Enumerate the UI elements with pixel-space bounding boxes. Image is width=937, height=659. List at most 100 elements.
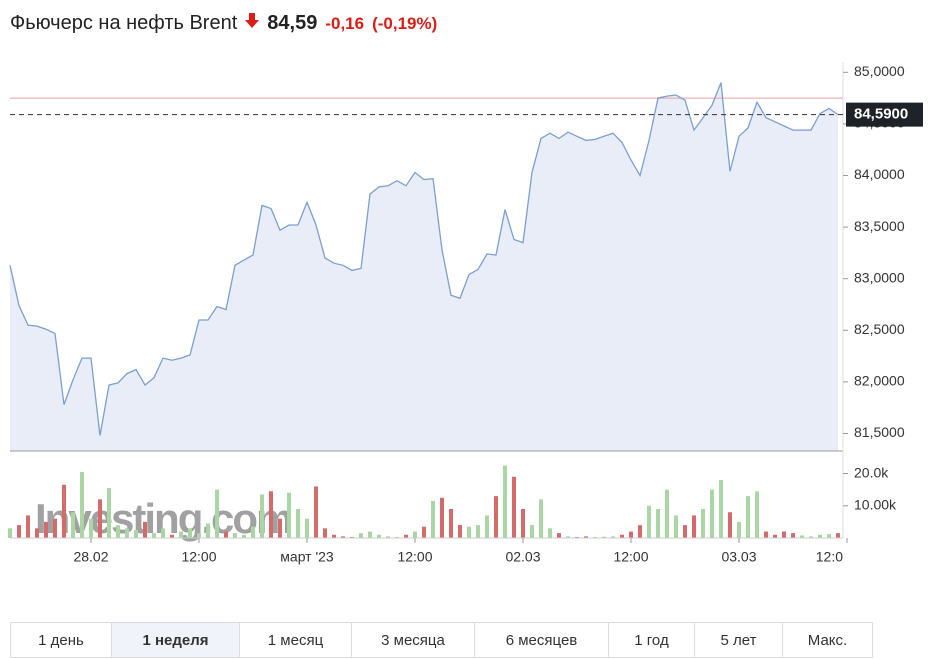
volume-bar [440,497,444,538]
volume-bar [548,528,552,538]
volume-bar [602,536,606,538]
change-percent: (-0,19%) [372,14,438,33]
volume-bar [89,518,93,538]
header: Фьючерс на нефть Brent 84,59 -0,16 (-0,1… [10,12,437,35]
period-button[interactable]: 1 неделя [112,623,240,657]
y-tick-label: 10.00k [854,496,897,512]
period-button[interactable]: 1 день [11,623,112,657]
y-tick-label: 20.0k [854,464,889,480]
volume-bar [584,536,588,538]
y-tick-label: 85,0000 [854,63,905,79]
volume-bar [332,534,336,538]
volume-bar [494,496,498,538]
volume-bar [521,509,525,538]
volume-bar [791,533,795,538]
volume-bar [665,489,669,538]
volume-bar [566,536,570,538]
volume-bar [404,534,408,538]
volume-bar [683,525,687,538]
volume-bar [431,500,435,538]
volume-bar [503,465,507,538]
x-tick-label: 12:00 [397,549,432,565]
volume-bar [278,518,282,538]
title: Фьючерс на нефть Brent [10,12,238,34]
volume-bar [629,531,633,538]
volume-bar [656,509,660,538]
volume-bar [296,509,300,538]
volume-bar [701,509,705,538]
y-tick-label: 82,5000 [854,321,905,337]
volume-bar [467,526,471,538]
volume-bar [206,523,210,538]
volume-bar [341,536,345,538]
x-tick-label: 28.02 [73,549,108,565]
volume-bar [755,491,759,538]
x-tick-label: 02.03 [505,549,540,565]
volume-bar [836,533,840,538]
volume-bar [359,533,363,538]
volume-bar [71,512,75,538]
volume-bar [251,526,255,538]
volume-bar [647,505,651,538]
period-button[interactable]: 5 лет [695,623,783,657]
volume-bar [638,525,642,538]
volume-bar [818,534,822,538]
volume-bar [152,533,156,538]
last-price-label: 84,5900 [854,106,908,123]
volume-bar [728,512,732,538]
volume-bar [242,534,246,538]
volume-bar [116,525,120,538]
volume-bar [287,492,291,538]
period-button[interactable]: 6 месяцев [475,623,609,657]
y-tick-label: 82,0000 [854,373,905,389]
area-fill [10,82,838,451]
volume-bar [449,509,453,538]
x-tick-label: март '23 [280,549,334,565]
volume-bar [269,491,273,538]
volume-bar [98,499,102,538]
volume-bar [170,534,174,538]
volume-bar [557,533,561,538]
volume-bar [215,489,219,538]
volume-bar [197,533,201,538]
x-tick-label: 12:0 [816,549,843,565]
volume-bar [80,471,84,538]
last-price-box [846,102,923,127]
volume-bar [143,521,147,538]
volume-bar [764,531,768,538]
price: 84,59 [267,12,318,34]
volume-bar [368,531,372,538]
y-tick-label: 83,5000 [854,218,905,234]
volume-bar [188,528,192,538]
volume-bar [323,528,327,538]
volume-bar [107,488,111,538]
volume-bar [746,496,750,538]
period-button[interactable]: 1 год [609,623,695,657]
volume-bar [134,529,138,538]
volume-bar [8,528,12,538]
volume-bar [620,534,624,538]
volume-bar [260,494,264,538]
x-tick-label: 12:00 [613,549,648,565]
volume-bar [305,518,309,538]
volume-bar [224,531,228,538]
volume-bar [17,525,21,538]
volume-bar [161,528,165,538]
period-button[interactable]: Макс. [807,631,848,649]
period-button[interactable]: 1 месяц [240,623,352,657]
volume-bar [800,535,804,538]
period-button[interactable]: 3 месяца [352,623,475,657]
volume-bar [692,515,696,538]
volume-bar [611,536,615,538]
change: -0,16 [325,14,365,33]
volume-bar [530,525,534,538]
volume-bar [125,528,129,538]
volume-bar [179,531,183,538]
y-tick-label: 81,5000 [854,424,905,440]
volume-bar [314,486,318,538]
volume-bar [413,531,417,538]
volume-bar [377,534,381,538]
x-tick-label: 03.03 [721,549,756,565]
